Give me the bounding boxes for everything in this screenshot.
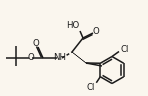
- Text: Cl: Cl: [86, 83, 94, 92]
- Text: O: O: [92, 26, 99, 36]
- Polygon shape: [72, 52, 87, 64]
- Text: O: O: [27, 53, 34, 62]
- Text: O: O: [32, 39, 39, 48]
- Text: HO: HO: [66, 21, 80, 29]
- Text: NH: NH: [53, 53, 66, 62]
- Text: Cl: Cl: [121, 45, 129, 53]
